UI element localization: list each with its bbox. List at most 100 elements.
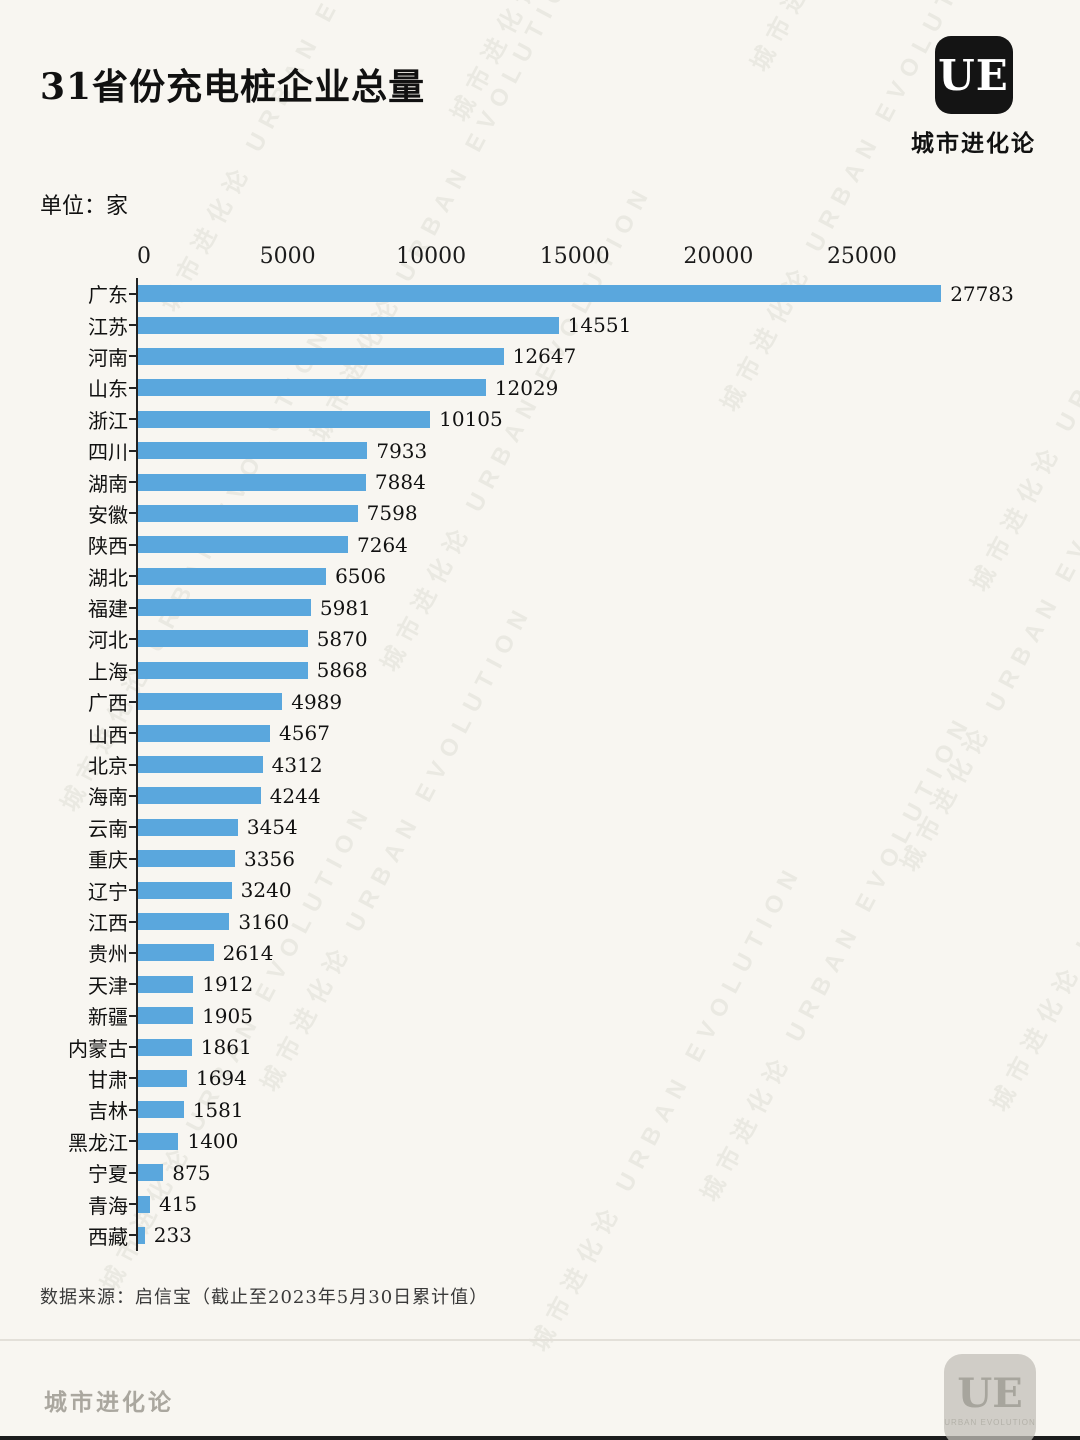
bar-category-label: 青海 [88, 1193, 128, 1218]
bar-value-label: 2614 [222, 940, 274, 965]
axis-row-tick [129, 951, 136, 954]
bar-value-label: 12029 [494, 375, 559, 400]
bar-track: 6506 [129, 560, 1040, 592]
footer: 城市进化论 UE URBAN EVOLUTION [0, 1341, 1080, 1440]
source-note: 数据来源：启信宝（截止至2023年5月30日累计值） [40, 1287, 489, 1309]
axis-row-tick [129, 794, 136, 797]
bar [138, 756, 263, 774]
bar-value-label: 7598 [366, 501, 418, 526]
bar-track: 5981 [129, 591, 1040, 624]
bar-value-label: 3454 [246, 815, 298, 840]
x-axis: 0 5000 10000 15000 20000 25000 [137, 244, 1040, 278]
bar-category-label: 西藏 [88, 1224, 128, 1249]
bar-category-label: 天津 [88, 973, 128, 998]
bar-track: 5870 [129, 623, 1040, 655]
bar-value-label: 27783 [950, 281, 1014, 306]
bottom-bar [0, 1436, 1080, 1440]
bar [138, 1007, 194, 1025]
bar-track: 7264 [129, 529, 1040, 561]
chart-row: 河北 5870 [40, 623, 1040, 655]
footer-ue-logo: UE URBAN EVOLUTION [944, 1354, 1036, 1440]
bar-category-label: 云南 [88, 816, 128, 841]
chart-row: 黑龙江 1400 [40, 1125, 1040, 1157]
axis-row-tick [129, 763, 136, 766]
axis-row-tick [129, 575, 136, 578]
bar-category-label: 湖北 [88, 565, 128, 590]
bar-track: 7598 [129, 497, 1040, 530]
bar-category-label: 宁夏 [88, 1162, 128, 1187]
chart-row: 宁夏 875 [40, 1156, 1040, 1189]
bar-category-label: 吉林 [88, 1099, 128, 1124]
axis-row-tick [129, 606, 136, 609]
axis-row-tick [129, 512, 136, 515]
bar-track: 233 [129, 1219, 1040, 1252]
bar [138, 473, 366, 491]
bar-category-label: 江苏 [88, 314, 128, 339]
bar [138, 379, 486, 397]
bar-track: 4567 [129, 717, 1040, 749]
axis-row-tick [129, 1046, 136, 1049]
bar-category-label: 辽宁 [88, 879, 128, 904]
bar-track: 1581 [129, 1094, 1040, 1126]
bar-track: 4244 [129, 780, 1040, 812]
bar [138, 536, 348, 554]
bar-value-label: 7933 [376, 438, 428, 463]
axis-row-tick [129, 386, 136, 389]
chart-row: 陕西 7264 [40, 529, 1040, 561]
bar-value-label: 1861 [200, 1035, 252, 1060]
axis-row-tick [129, 700, 136, 703]
bar [138, 724, 271, 742]
axis-row-tick [129, 1014, 136, 1017]
chart-row: 甘肃 1694 [40, 1062, 1040, 1095]
chart-row: 云南 3454 [40, 811, 1040, 844]
bar-track: 4312 [129, 748, 1040, 781]
ue-logo-text: UE [938, 50, 1009, 100]
bar [138, 787, 261, 805]
chart-row: 贵州 2614 [40, 937, 1040, 969]
bar [138, 410, 431, 428]
unit-label: 单位：家 [40, 194, 129, 219]
footer-ue-logo-text: UE [957, 1369, 1023, 1417]
chart-row: 山东 12029 [40, 372, 1040, 404]
axis-row-tick [129, 324, 136, 327]
bar-category-label: 江西 [88, 911, 128, 935]
chart-row: 福建 5981 [40, 591, 1040, 624]
bar-category-label: 新疆 [88, 1005, 128, 1030]
bar [138, 975, 194, 993]
axis-row-tick [129, 920, 136, 923]
bar [138, 285, 942, 303]
bar [138, 442, 368, 460]
bar-category-label: 上海 [88, 659, 128, 684]
axis-row-tick [129, 1171, 136, 1174]
axis-row-tick [129, 1203, 136, 1206]
bar-value-label: 7264 [357, 532, 408, 557]
bar-track: 27783 [129, 278, 1040, 310]
chart-row: 辽宁 3240 [40, 874, 1040, 906]
bar [138, 850, 236, 868]
chart-row: 青海 415 [40, 1188, 1040, 1220]
bar-track: 3454 [129, 811, 1040, 844]
bar-category-label: 山西 [88, 722, 128, 747]
bar [138, 1038, 192, 1056]
bar [138, 881, 232, 899]
bar-track: 1400 [129, 1125, 1040, 1157]
bar-value-label: 1905 [202, 1003, 253, 1028]
bar [138, 1101, 184, 1119]
bar-track: 1861 [129, 1031, 1040, 1063]
bar-value-label: 4989 [291, 689, 343, 714]
bar-category-label: 海南 [88, 785, 128, 810]
bar-category-label: 重庆 [88, 848, 128, 873]
axis-row-tick [129, 543, 136, 546]
bar-category-label: 山东 [88, 377, 128, 402]
bar-track: 1905 [129, 999, 1040, 1032]
chart-row: 吉林 1581 [40, 1094, 1040, 1126]
axis-row-tick [129, 1234, 136, 1237]
axis-row-tick [129, 983, 136, 986]
bar [138, 316, 559, 334]
axis-row-tick [129, 355, 136, 358]
bar-value-label: 5870 [316, 626, 368, 651]
bar-track: 3160 [129, 905, 1040, 938]
bar [138, 504, 358, 522]
bar-value-label: 4567 [279, 721, 330, 746]
